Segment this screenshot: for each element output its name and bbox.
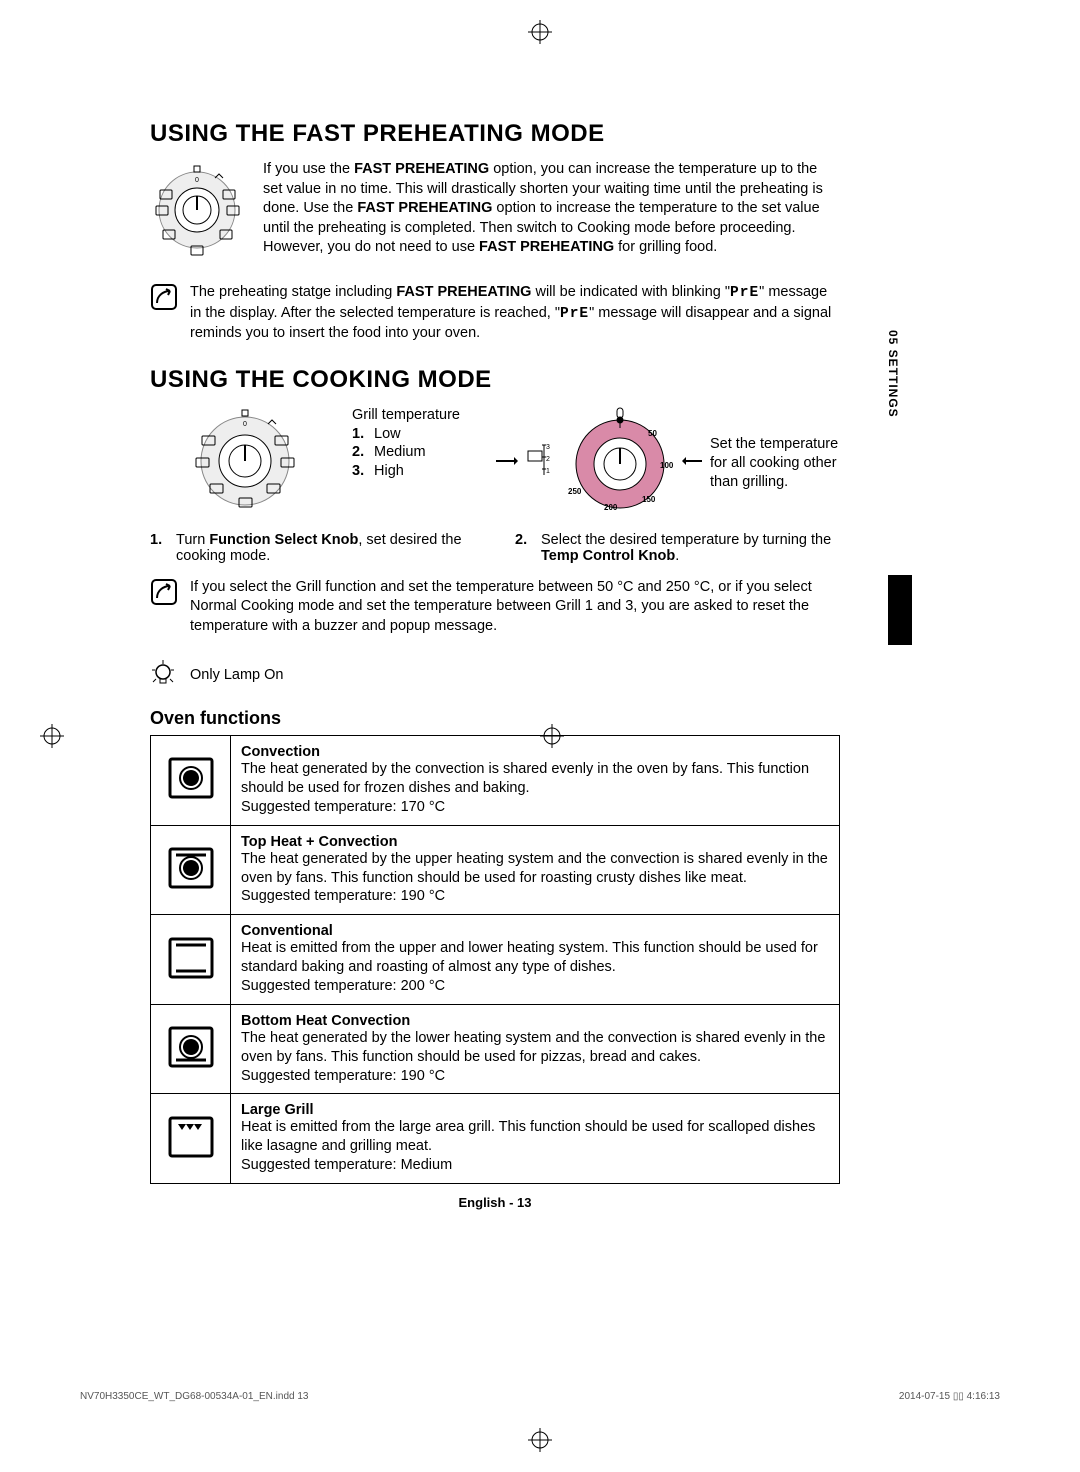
function-icon-large_grill xyxy=(151,1094,231,1184)
table-row: ConvectionThe heat generated by the conv… xyxy=(151,736,840,826)
lamp-icon xyxy=(150,658,176,692)
svg-text:0: 0 xyxy=(195,177,199,184)
pre-code-1: PrE xyxy=(730,285,759,301)
grill-level-3: High xyxy=(374,462,404,481)
intro-bold-1: FAST PREHEATING xyxy=(354,161,489,177)
svg-text:100: 100 xyxy=(660,461,674,470)
page-footer: English - 13 xyxy=(150,1195,840,1210)
preheating-note: The preheating statge including FAST PRE… xyxy=(190,283,840,344)
function-temp: Suggested temperature: 190 °C xyxy=(241,887,829,906)
grill-temp-label: Grill temperature xyxy=(352,406,482,425)
function-icon-conventional xyxy=(151,915,231,1005)
function-temp: Suggested temperature: 170 °C xyxy=(241,798,829,817)
function-desc-cell: Top Heat + ConvectionThe heat generated … xyxy=(231,825,840,915)
step-1-number: 1. xyxy=(150,532,168,564)
svg-text:150: 150 xyxy=(642,495,656,504)
table-row: Bottom Heat ConvectionThe heat generated… xyxy=(151,1004,840,1094)
function-desc-cell: ConventionalHeat is emitted from the upp… xyxy=(231,915,840,1005)
oven-functions-table: ConvectionThe heat generated by the conv… xyxy=(150,735,840,1184)
side-tab: 05 SETTINGS xyxy=(886,330,900,418)
imprint-file: NV70H3350CE_WT_DG68-00534A-01_EN.indd 13 xyxy=(80,1391,308,1402)
note-bold: FAST PREHEATING xyxy=(396,284,531,300)
intro-bold-2: FAST PREHEATING xyxy=(357,200,492,216)
function-desc-cell: Large GrillHeat is emitted from the larg… xyxy=(231,1094,840,1184)
function-temp: Suggested temperature: 190 °C xyxy=(241,1067,829,1086)
step-2-text: Select the desired temperature by turnin… xyxy=(541,532,840,564)
note-icon-2 xyxy=(150,578,178,637)
grill-scale-icon: 3 2 1 xyxy=(526,441,552,487)
registration-mark-left xyxy=(40,724,64,748)
imprint-date: 2014-07-15 ▯▯ 4:16:13 xyxy=(899,1391,1000,1402)
arrow-left-icon xyxy=(682,454,702,474)
pre-code-2: PrE xyxy=(560,306,589,322)
function-desc-cell: ConvectionThe heat generated by the conv… xyxy=(231,736,840,826)
heading-fast-preheating: USING THE FAST PREHEATING MODE xyxy=(150,120,840,148)
function-name: Large Grill xyxy=(241,1102,829,1118)
svg-text:1: 1 xyxy=(546,468,550,475)
function-icon-bottom_conv xyxy=(151,1004,231,1094)
grill-level-2: Medium xyxy=(374,443,426,462)
lamp-label: Only Lamp On xyxy=(190,667,284,683)
registration-mark-bottom xyxy=(528,1428,552,1452)
function-icon-convection xyxy=(151,736,231,826)
note-icon xyxy=(150,283,178,344)
page-content: 05 SETTINGS USING THE FAST PREHEATING MO… xyxy=(150,120,840,1184)
note-text-2: will be indicated with blinking " xyxy=(531,284,730,300)
imprint-line: NV70H3350CE_WT_DG68-00534A-01_EN.indd 13… xyxy=(80,1391,1000,1402)
intro-text-4: for grilling food. xyxy=(614,239,717,255)
intro-paragraph: If you use the FAST PREHEATING option, y… xyxy=(263,160,840,265)
temperature-dial: 50 100 150 200 250 xyxy=(560,406,680,522)
function-name: Convection xyxy=(241,744,829,760)
step-2-number: 2. xyxy=(515,532,533,564)
intro-bold-3: FAST PREHEATING xyxy=(479,239,614,255)
registration-mark-top xyxy=(528,20,552,44)
function-desc: Heat is emitted from the large area gril… xyxy=(241,1118,829,1156)
function-knob-diagram-2: 0 xyxy=(180,406,310,522)
svg-text:0: 0 xyxy=(243,421,247,428)
step2-suffix: . xyxy=(675,548,679,564)
grill-levels-list: 1.Low 2.Medium 3.High xyxy=(352,425,482,482)
table-row: Large GrillHeat is emitted from the larg… xyxy=(151,1094,840,1184)
step-1-text: Turn Function Select Knob, set desired t… xyxy=(176,532,475,564)
cooking-note: If you select the Grill function and set… xyxy=(190,578,840,637)
svg-text:2: 2 xyxy=(546,456,550,463)
svg-text:50: 50 xyxy=(648,429,657,438)
function-temp: Suggested temperature: Medium xyxy=(241,1156,829,1175)
heading-oven-functions: Oven functions xyxy=(150,708,840,729)
intro-text-1: If you use the xyxy=(263,161,354,177)
svg-text:250: 250 xyxy=(568,487,582,496)
function-desc: The heat generated by the convection is … xyxy=(241,760,829,798)
function-knob-diagram: 0 xyxy=(150,160,245,265)
function-name: Top Heat + Convection xyxy=(241,834,829,850)
step1-bold: Function Select Knob xyxy=(209,532,358,548)
table-row: ConventionalHeat is emitted from the upp… xyxy=(151,915,840,1005)
function-icon-top_conv xyxy=(151,825,231,915)
heading-cooking-mode: USING THE COOKING MODE xyxy=(150,366,840,394)
function-desc-cell: Bottom Heat ConvectionThe heat generated… xyxy=(231,1004,840,1094)
function-name: Bottom Heat Convection xyxy=(241,1013,829,1029)
svg-text:200: 200 xyxy=(604,503,618,512)
function-desc: The heat generated by the lower heating … xyxy=(241,1029,829,1067)
table-row: Top Heat + ConvectionThe heat generated … xyxy=(151,825,840,915)
step2-prefix: Select the desired temperature by turnin… xyxy=(541,532,831,548)
grill-level-1: Low xyxy=(374,425,401,444)
note-text-1: The preheating statge including xyxy=(190,284,396,300)
function-desc: The heat generated by the upper heating … xyxy=(241,850,829,888)
svg-text:3: 3 xyxy=(546,444,550,451)
function-desc: Heat is emitted from the upper and lower… xyxy=(241,939,829,977)
function-name: Conventional xyxy=(241,923,829,939)
function-temp: Suggested temperature: 200 °C xyxy=(241,977,829,996)
step1-prefix: Turn xyxy=(176,532,209,548)
temp-caption: Set the temperature for all cooking othe… xyxy=(710,435,840,492)
side-thumb-index xyxy=(888,575,912,645)
arrow-icon xyxy=(494,454,518,474)
step2-bold: Temp Control Knob xyxy=(541,548,675,564)
